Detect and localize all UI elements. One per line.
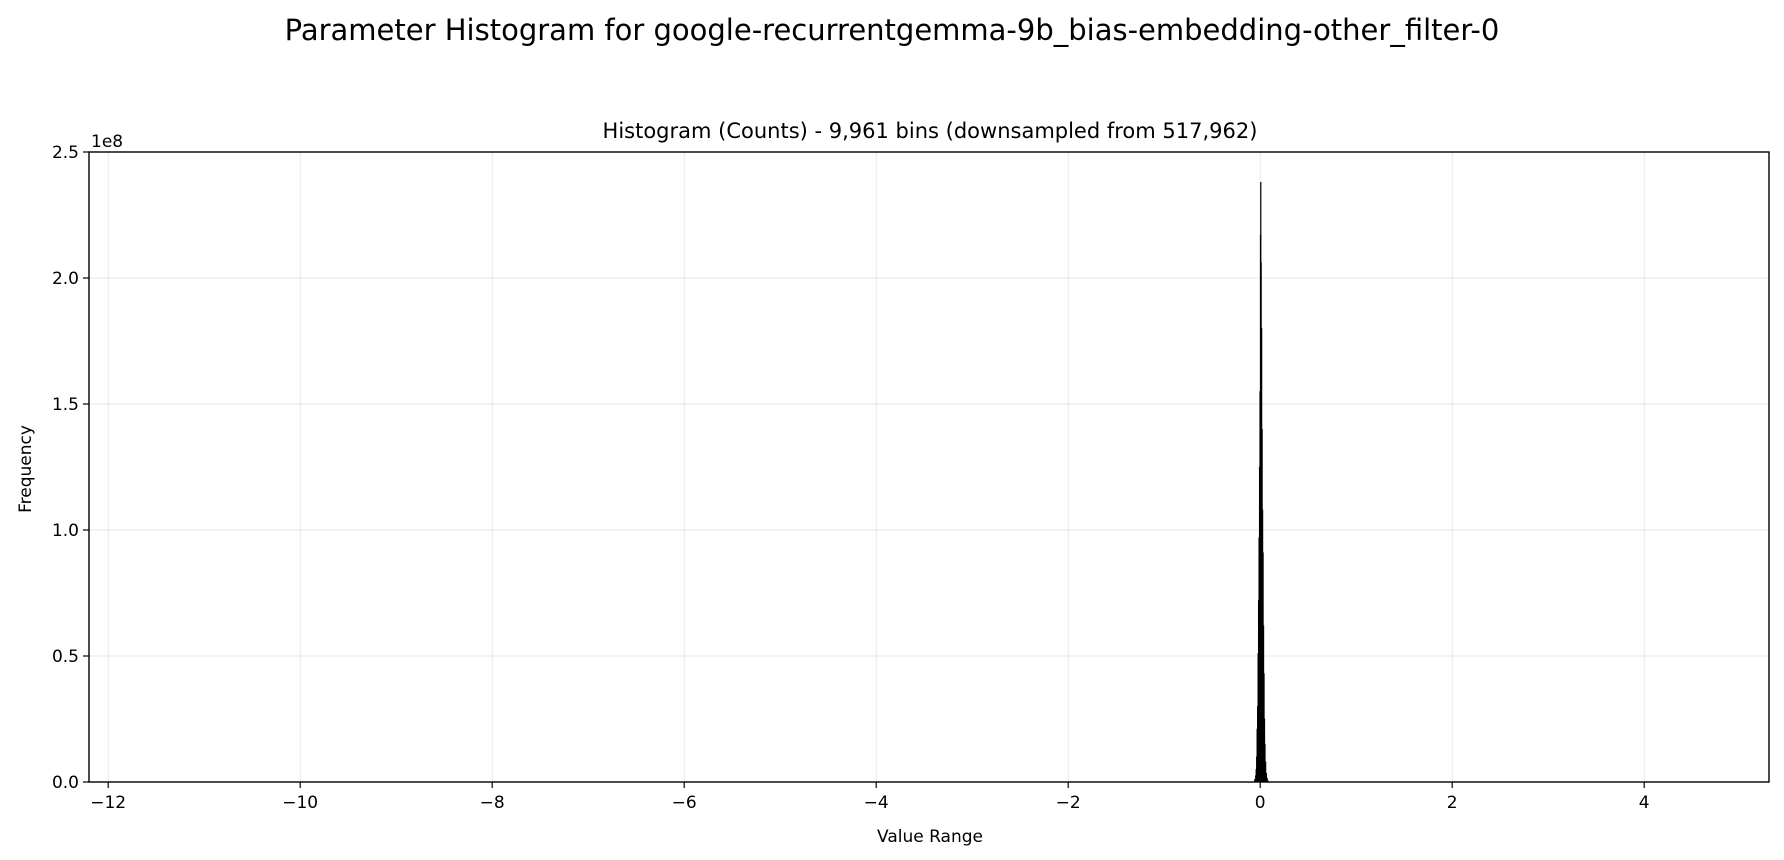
axis-ticks: −12 −10 −8 −6 −4 −2 0 2 4 0.0 0.5 1.0 1.5 2.0 2.5	[52, 143, 1650, 813]
x-tick-label: −10	[282, 793, 318, 813]
plot-frame	[88, 151, 1770, 783]
y-tick-label: 1.0	[52, 521, 79, 541]
x-tick-label: −2	[1056, 793, 1081, 813]
chart-title: Parameter Histogram for google-recurrent…	[285, 13, 1500, 47]
x-tick-label: 4	[1639, 793, 1650, 813]
y-tick-label: 2.0	[52, 269, 79, 289]
x-axis-label: Value Range	[877, 827, 983, 847]
chart-subtitle: Histogram (Counts) - 9,961 bins (downsam…	[603, 119, 1258, 143]
grid-lines	[89, 151, 1769, 783]
y-axis-label: Frequency	[16, 425, 36, 513]
y-tick-label: 0.0	[52, 773, 79, 793]
histogram-bars	[1254, 181, 1269, 783]
y-tick-label: 2.5	[52, 143, 79, 163]
x-tick-label: 2	[1447, 793, 1458, 813]
x-tick-label: −8	[480, 793, 505, 813]
x-tick-label: −4	[864, 793, 889, 813]
y-offset-label: 1e8	[91, 132, 123, 152]
x-tick-label: 0	[1255, 793, 1266, 813]
y-tick-label: 1.5	[52, 395, 79, 415]
y-tick-label: 0.5	[52, 647, 79, 667]
x-tick-label: −12	[90, 793, 126, 813]
x-tick-label: −6	[672, 793, 697, 813]
